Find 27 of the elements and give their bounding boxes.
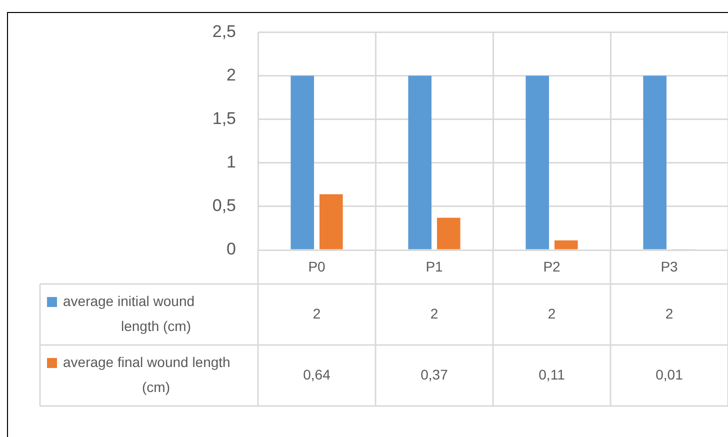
y-tick-label: 1 (226, 152, 236, 172)
bar (526, 76, 550, 250)
x-tick-label: P1 (426, 258, 444, 274)
data-label: 2 (548, 305, 556, 322)
x-tick-label: P0 (308, 258, 326, 274)
y-tick-label: 1,5 (212, 109, 236, 128)
bar (408, 76, 432, 250)
y-tick-label: 0,5 (212, 196, 236, 216)
data-label: 0,64 (303, 366, 331, 382)
y-tick-label: 2,5 (212, 22, 236, 41)
bar (290, 76, 314, 250)
bar (436, 218, 460, 250)
data-label: 0,01 (656, 366, 684, 382)
data-label: 2 (312, 305, 321, 322)
data-label: 0,37 (420, 366, 448, 382)
x-tick-label: P2 (543, 258, 561, 274)
data-label: 2 (665, 305, 674, 322)
bar (319, 194, 343, 250)
y-tick-label: 2 (226, 65, 236, 84)
legend-label: average final wound length (cm) (63, 354, 230, 395)
bar (554, 240, 578, 250)
data-label: 2 (430, 305, 438, 322)
legend-label: average initial wound length (cm) (63, 292, 195, 334)
y-tick-label: 0 (226, 240, 236, 259)
data-label: 0,11 (538, 366, 566, 382)
bar (643, 76, 667, 250)
x-tick-label: P3 (660, 258, 678, 274)
